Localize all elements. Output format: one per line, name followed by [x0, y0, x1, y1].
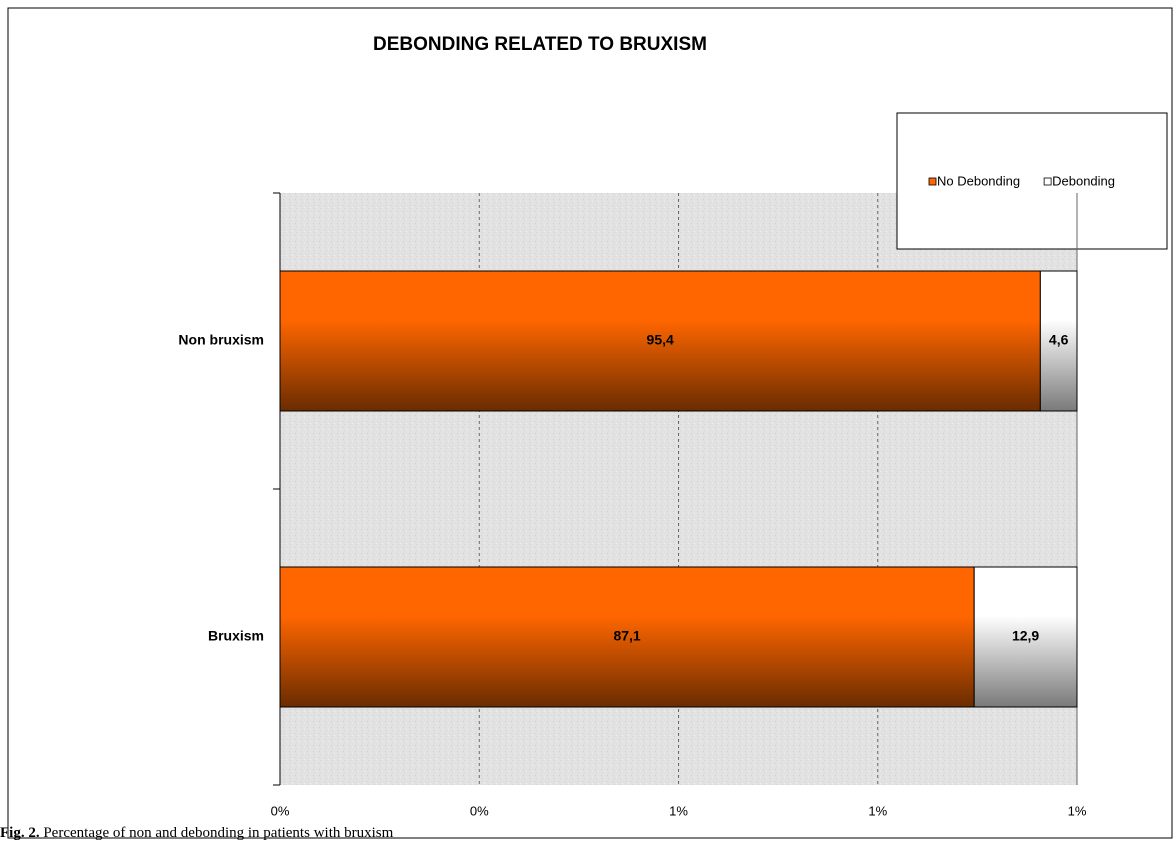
- x-tick-label: 1%: [1068, 803, 1087, 818]
- chart-title: DEBONDING RELATED TO BRUXISM: [373, 34, 707, 55]
- bar-segment: [1039, 270, 1078, 412]
- x-tick-label: 0%: [271, 803, 290, 818]
- bar-segment: [279, 566, 975, 708]
- caption: Fig. 2. Percentage of non and debonding …: [0, 825, 394, 841]
- value-label: 95,4: [647, 332, 674, 348]
- legend-box: [896, 112, 1168, 250]
- bar-segment: [279, 270, 1041, 412]
- y-tick-label: Bruxism: [208, 628, 264, 644]
- y-tick-label: Non bruxism: [178, 332, 264, 348]
- x-tick-label: 0%: [470, 803, 489, 818]
- caption-label: Fig. 2.: [0, 825, 40, 841]
- bar-segment: [973, 566, 1078, 708]
- x-tick-label: 1%: [669, 803, 688, 818]
- legend-label: No Debonding: [937, 173, 1020, 188]
- legend-label: Debonding: [1052, 173, 1115, 188]
- value-label: 12,9: [1012, 628, 1039, 644]
- legend-swatch: [928, 177, 937, 186]
- x-tick-label: 1%: [868, 803, 887, 818]
- caption-text: Percentage of non and debonding in patie…: [43, 825, 393, 841]
- value-label: 4,6: [1049, 332, 1069, 348]
- legend-swatch: [1043, 177, 1052, 186]
- value-label: 87,1: [613, 628, 640, 644]
